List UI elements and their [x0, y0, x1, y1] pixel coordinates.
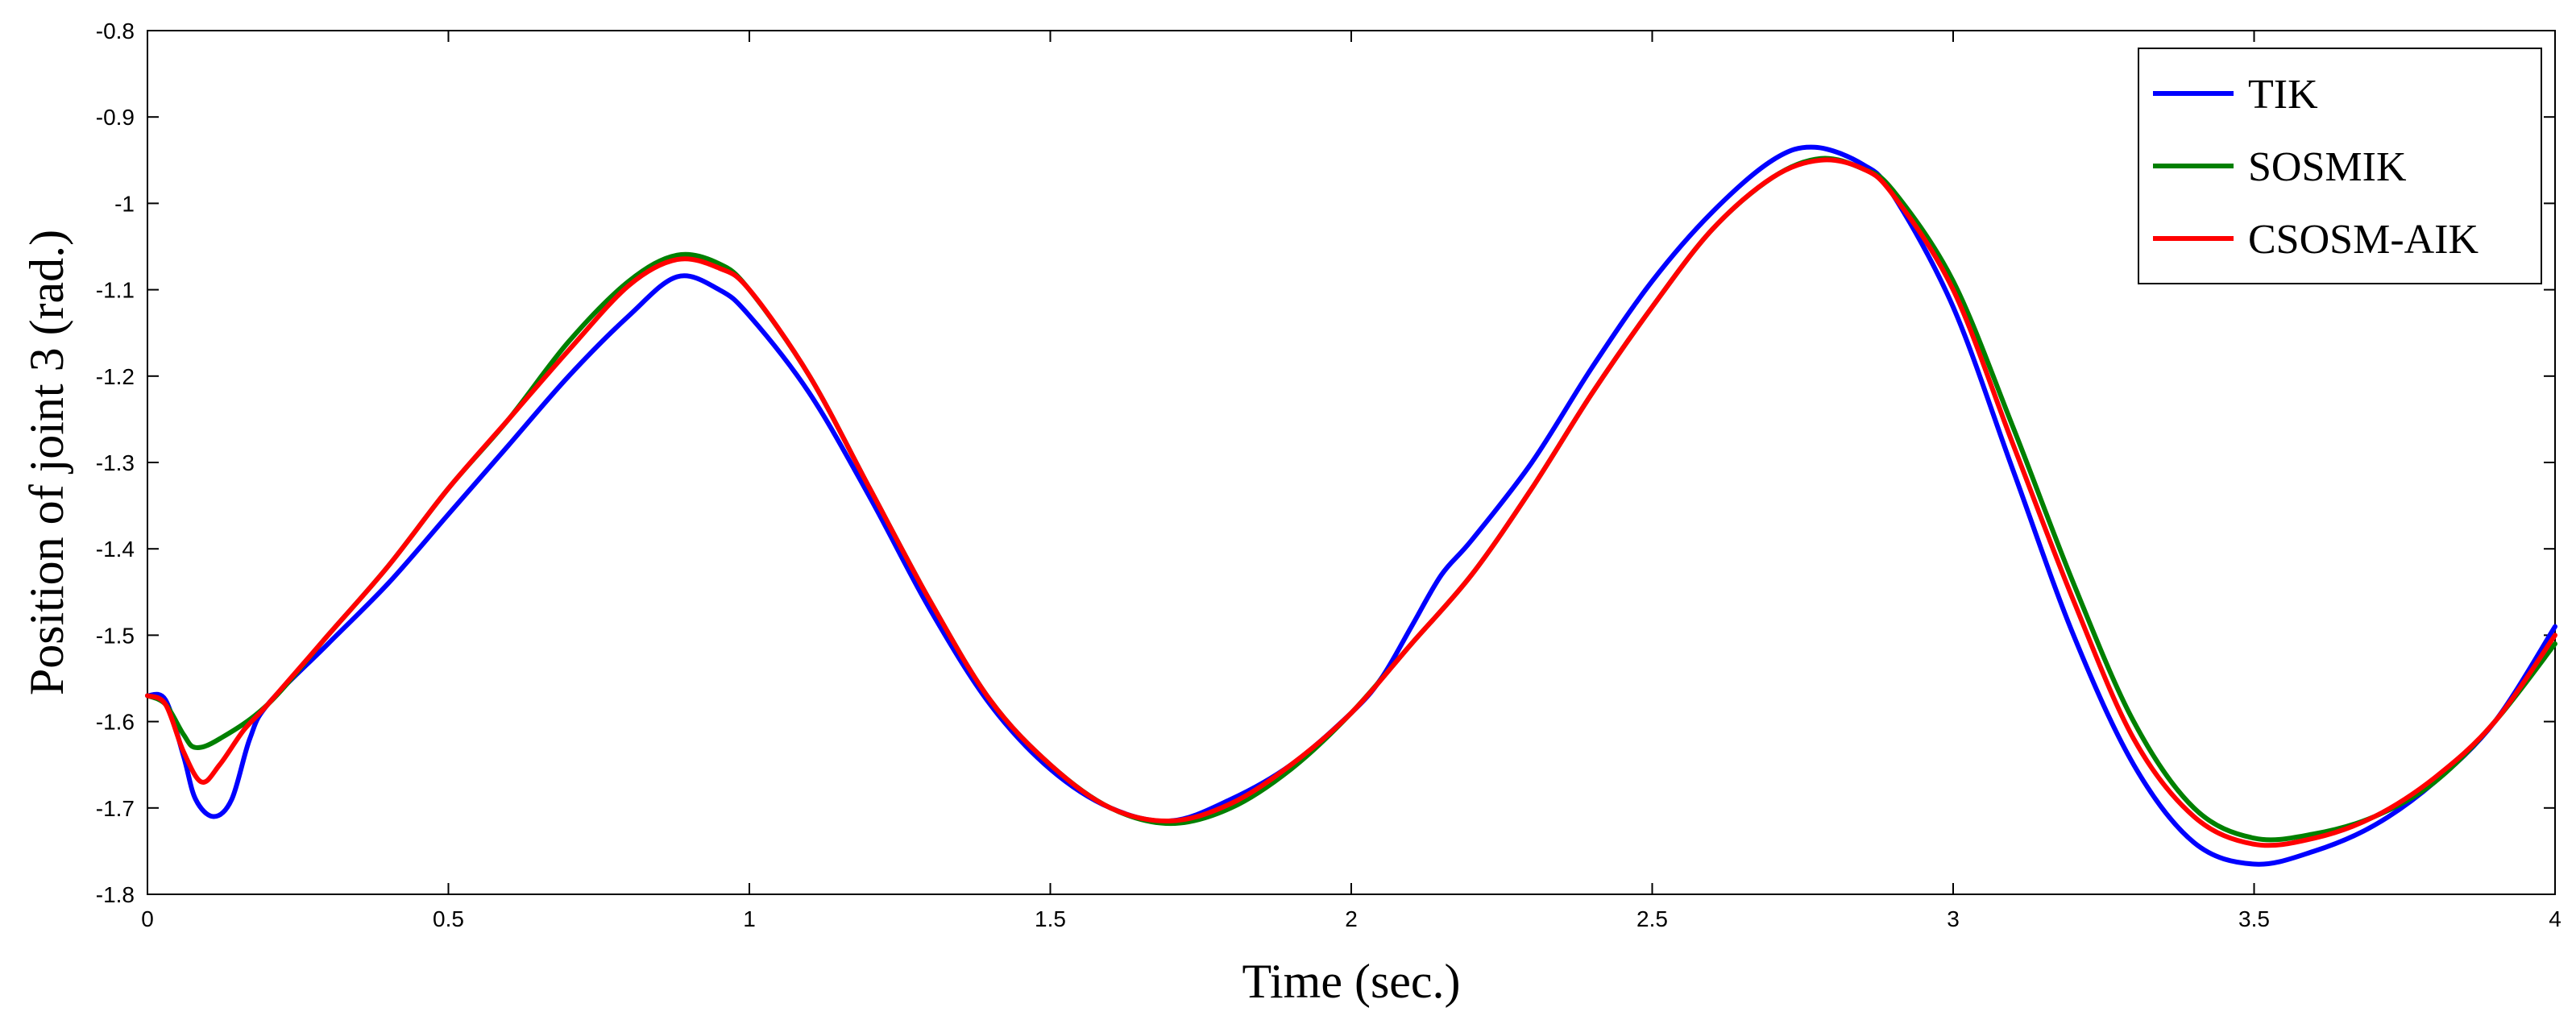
series-layer [145, 144, 2557, 867]
y-tick-label: -1.8 [96, 882, 135, 907]
y-tick-label: -0.9 [96, 105, 135, 130]
y-tick-label: -0.8 [96, 19, 135, 44]
legend-label-tik: TIK [2248, 72, 2318, 118]
x-tick-label: 4 [2549, 906, 2561, 931]
x-tick-label: 2 [1345, 906, 1358, 931]
x-tick-label: 3 [1947, 906, 1960, 931]
y-tick-label: -1.7 [96, 796, 135, 821]
x-tick-label: 1 [743, 906, 756, 931]
y-tick-label: -1 [114, 191, 135, 216]
x-tick-label: 0 [141, 906, 154, 931]
y-tick-label: -1.6 [96, 710, 135, 735]
legend-label-csosm-aik: CSOSM-AIK [2248, 217, 2479, 263]
y-axis-label: Position of joint 3 (rad.) [20, 230, 73, 695]
legend: TIK SOSMIK CSOSM-AIK [2138, 48, 2542, 284]
series-line-csosm-aik [145, 157, 2557, 848]
y-tick-label: -1.1 [96, 278, 135, 303]
axis-ticks: 0 0.5 1 1.5 2 2.5 3 3.5 4 -0.8 -0.9 -1 -1.1 -1.2 -1.3 -… [96, 19, 2561, 931]
x-tick-label: 1.5 [1035, 906, 1066, 931]
x-tick-label: 0.5 [433, 906, 464, 931]
y-tick-label: -1.3 [96, 450, 135, 475]
y-tick-label: -1.4 [96, 537, 135, 562]
legend-label-sosmik: SOSMIK [2248, 144, 2407, 190]
x-tick-label: 3.5 [2238, 906, 2270, 931]
x-axis-label: Time (sec.) [1242, 955, 1460, 1008]
x-tick-label: 2.5 [1636, 906, 1668, 931]
y-tick-label: -1.2 [96, 364, 135, 389]
y-tick-label: -1.5 [96, 623, 135, 648]
